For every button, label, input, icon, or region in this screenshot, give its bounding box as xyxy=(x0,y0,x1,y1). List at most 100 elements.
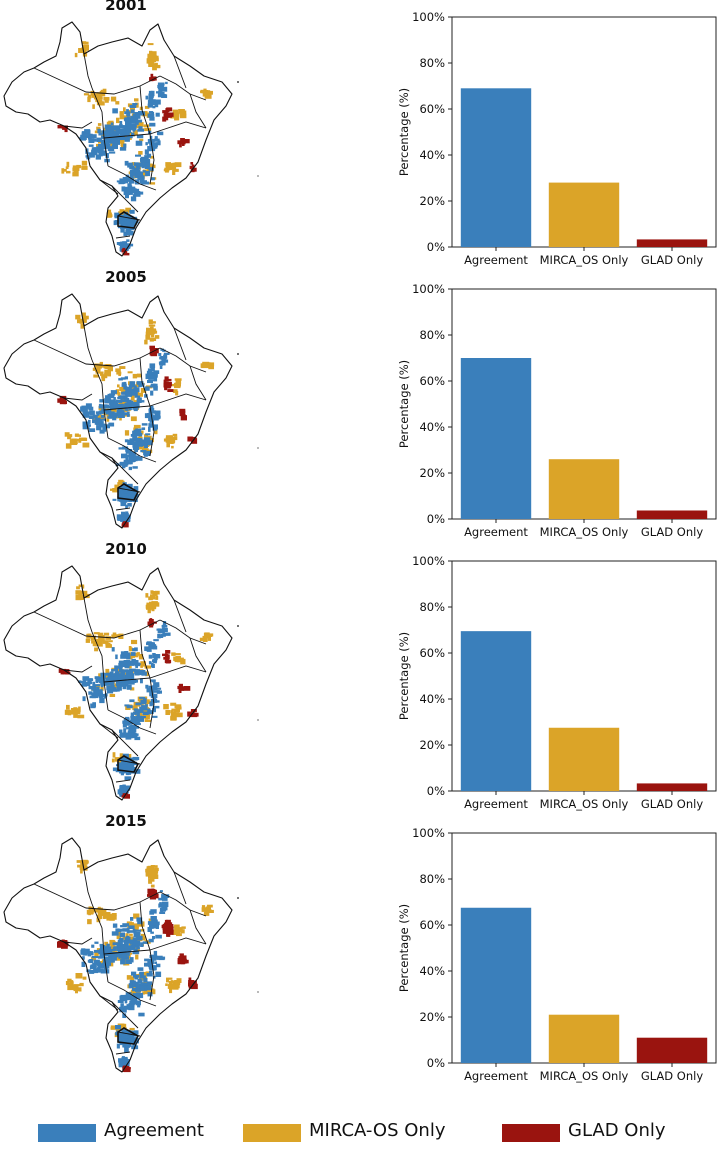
crop-pixel xyxy=(175,379,182,384)
legend: Agreement MIRCA-OS Only GLAD Only xyxy=(0,1118,723,1152)
crop-pixel xyxy=(155,595,159,600)
crop-pixel xyxy=(126,111,131,117)
crop-pixel xyxy=(142,711,150,715)
crop-pixel xyxy=(74,52,78,58)
crop-pixel xyxy=(164,116,169,121)
crop-pixel xyxy=(102,406,110,409)
crop-pixel xyxy=(129,980,135,986)
crop-pixel xyxy=(78,439,82,443)
crop-pixel xyxy=(120,1062,125,1066)
crop-pixel xyxy=(127,490,135,493)
crop-pixel xyxy=(177,384,181,388)
crop-pixel xyxy=(133,162,139,165)
panel-2001: 2001 0% 20% 40% 60% 80% 100% Percentage (%) Agr… xyxy=(0,0,723,270)
state-border xyxy=(103,405,151,411)
crop-pixel xyxy=(123,794,130,799)
crop-pixel xyxy=(129,104,137,108)
crop-pixel xyxy=(100,371,104,376)
crop-pixel xyxy=(129,933,133,936)
crop-pixel xyxy=(147,103,154,108)
crop-pixel xyxy=(75,590,81,595)
crop-pixel xyxy=(133,167,140,172)
crop-pixel xyxy=(122,446,129,450)
crop-pixel xyxy=(82,696,86,702)
crop-pixel xyxy=(140,929,145,932)
crop-pixel xyxy=(97,965,104,969)
crop-pixel xyxy=(135,702,142,706)
crop-pixel xyxy=(182,139,190,144)
crop-pixel xyxy=(146,58,153,64)
crop-pixel xyxy=(133,486,139,492)
crop-pixel xyxy=(118,1058,123,1063)
crop-pixel xyxy=(146,370,150,375)
crop-pixel xyxy=(82,865,88,871)
crop-pixel xyxy=(111,913,117,917)
crop-pixel xyxy=(136,652,140,656)
crop-pixel xyxy=(138,111,146,116)
crop-pixel xyxy=(109,671,114,675)
crop-pixel xyxy=(174,116,177,121)
crop-pixel xyxy=(140,678,143,684)
crop-pixel xyxy=(158,957,165,961)
crop-pixel xyxy=(121,945,128,951)
crop-pixel xyxy=(136,441,143,447)
crop-pixel xyxy=(191,438,198,444)
crop-pixel xyxy=(163,704,169,710)
crop-pixel xyxy=(145,593,149,598)
crop-pixel xyxy=(76,860,84,863)
crop-pixel xyxy=(57,941,63,944)
crop-pixel xyxy=(125,407,129,411)
crop-pixel xyxy=(150,931,154,934)
crop-pixel xyxy=(146,973,153,977)
crop-pixel xyxy=(113,397,116,401)
y-tick-label: 0% xyxy=(427,240,445,254)
crop-pixel xyxy=(125,122,131,127)
state-border xyxy=(149,665,207,679)
crop-pixel xyxy=(149,345,155,350)
crop-pixel xyxy=(160,348,164,351)
crop-pixel xyxy=(128,1006,135,1011)
crop-pixel xyxy=(174,112,180,117)
crop-pixel xyxy=(140,661,146,667)
crop-pixel xyxy=(110,408,117,413)
crop-pixel xyxy=(125,207,131,213)
crop-pixel xyxy=(108,640,113,643)
crop-pixel xyxy=(80,406,84,412)
crop-pixel xyxy=(99,697,105,704)
crop-pixel xyxy=(98,406,105,409)
crop-pixel xyxy=(97,689,103,694)
crop-pixel xyxy=(104,424,110,429)
crop-pixel xyxy=(130,917,134,921)
crop-pixel xyxy=(98,133,103,136)
crop-pixel xyxy=(131,639,138,645)
crop-pixel xyxy=(132,443,138,448)
crop-pixel xyxy=(144,696,148,700)
crop-pixel xyxy=(143,162,151,168)
crop-pixel xyxy=(154,330,158,334)
crop-pixel xyxy=(104,132,110,136)
crop-pixel xyxy=(107,129,113,135)
state-border xyxy=(63,393,93,401)
crop-pixel xyxy=(124,937,131,941)
crop-pixel xyxy=(132,654,139,658)
crop-pixel xyxy=(135,987,140,991)
crop-pixel xyxy=(82,314,86,318)
crop-pixel xyxy=(128,384,133,389)
crop-pixel xyxy=(120,499,124,503)
crop-pixel xyxy=(125,933,129,938)
crop-pixel xyxy=(118,218,124,222)
crop-pixel xyxy=(172,984,177,989)
crop-pixel xyxy=(110,488,117,491)
crop-pixel xyxy=(82,442,90,448)
crop-pixel xyxy=(130,116,136,121)
crop-pixel xyxy=(72,171,77,175)
crop-pixel xyxy=(105,364,112,369)
crop-pixel xyxy=(88,138,95,143)
crop-pixel xyxy=(97,914,103,920)
crop-pixel xyxy=(171,711,177,716)
crop-pixel xyxy=(127,371,133,374)
state-border xyxy=(159,619,207,645)
crop-pixel xyxy=(153,950,158,956)
crop-pixel xyxy=(140,157,147,162)
crop-pixel xyxy=(133,711,137,715)
